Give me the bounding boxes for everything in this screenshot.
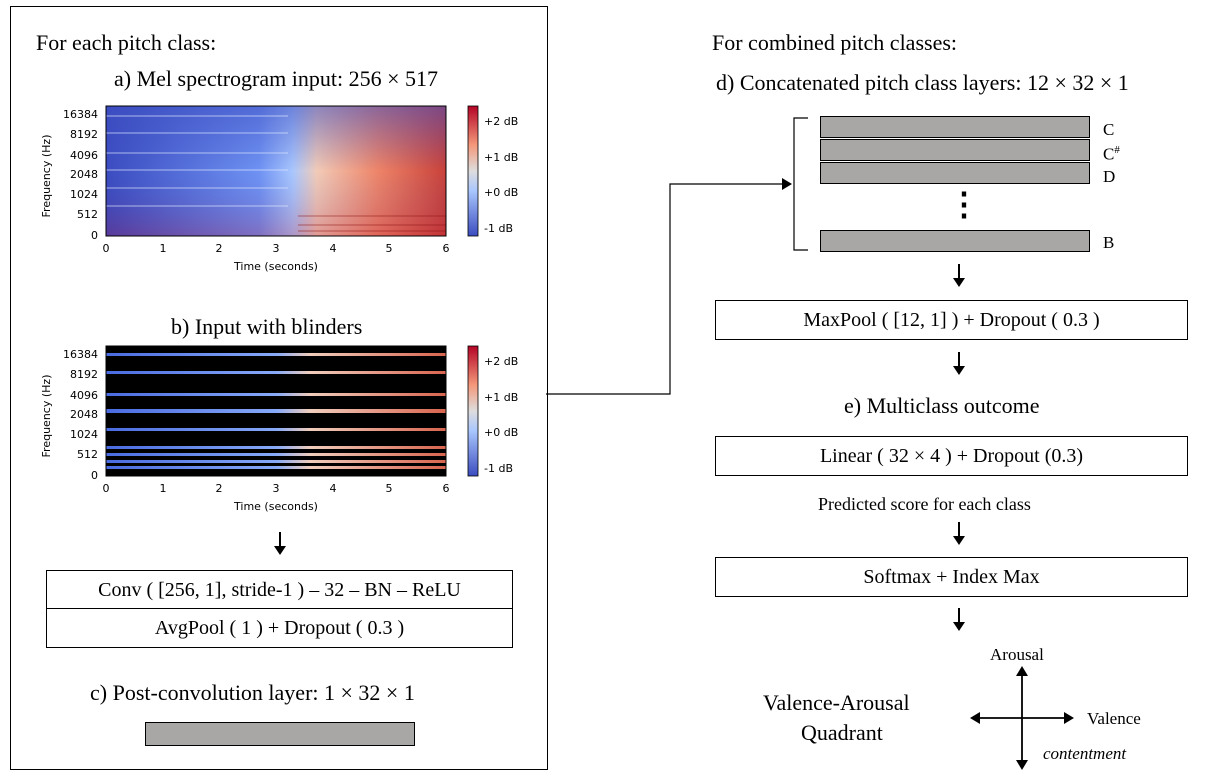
left-panel-frame bbox=[10, 6, 548, 770]
svg-text:Frequency (Hz): Frequency (Hz) bbox=[40, 375, 53, 458]
valence-arousal-axes bbox=[970, 666, 1074, 770]
svg-text:Time (seconds): Time (seconds) bbox=[233, 260, 318, 273]
layer-bracket bbox=[793, 117, 808, 251]
svg-text:Frequency (Hz): Frequency (Hz) bbox=[40, 135, 53, 218]
svg-text:3: 3 bbox=[273, 482, 280, 495]
quadrant-word-contentment: contentment bbox=[1043, 744, 1127, 763]
ellipsis-dots: ⋮ bbox=[948, 186, 980, 222]
svg-text:1024: 1024 bbox=[70, 188, 98, 201]
svg-text:+1 dB: +1 dB bbox=[484, 391, 518, 404]
x-tick-labels: 0 1 2 3 4 5 6 bbox=[103, 482, 450, 495]
svg-text:1024: 1024 bbox=[70, 428, 98, 441]
svg-text:-1 dB: -1 dB bbox=[484, 222, 513, 235]
y-tick-labels: 16384 8192 4096 2048 1024 512 0 bbox=[63, 348, 98, 482]
connector-arrow bbox=[546, 178, 792, 395]
pitch-label-d: D bbox=[1103, 167, 1116, 186]
axis-label-valence: Valence bbox=[1087, 709, 1141, 728]
mel-spectrogram-figure: 16384 8192 4096 2048 1024 512 0 Frequenc… bbox=[38, 98, 528, 288]
svg-text:+0 dB: +0 dB bbox=[484, 426, 518, 439]
predicted-score-label: Predicted score for each class bbox=[818, 494, 1031, 514]
arrow-down-icon bbox=[953, 352, 965, 375]
svg-text:0: 0 bbox=[103, 242, 110, 255]
svg-text:+2 dB: +2 dB bbox=[484, 115, 518, 128]
title-e: e) Multiclass outcome bbox=[844, 393, 1040, 418]
arrow-down-icon bbox=[274, 532, 286, 555]
arrow-down-icon bbox=[953, 264, 965, 287]
left-header: For each pitch class: bbox=[36, 30, 217, 55]
blinded-spectrogram-figure: 16384 8192 4096 2048 1024 512 0 Frequenc… bbox=[38, 338, 528, 528]
svg-text:2: 2 bbox=[216, 242, 223, 255]
svg-text:8192: 8192 bbox=[70, 368, 98, 381]
svg-text:4: 4 bbox=[330, 242, 337, 255]
svg-text:Time (seconds): Time (seconds) bbox=[233, 500, 318, 513]
svg-text:0: 0 bbox=[91, 469, 98, 482]
svg-text:8192: 8192 bbox=[70, 128, 98, 141]
title-d: d) Concatenated pitch class layers: 12 ×… bbox=[716, 70, 1129, 95]
post-conv-layer-bar bbox=[145, 722, 415, 746]
svg-text:2048: 2048 bbox=[70, 168, 98, 181]
pitch-label-b: B bbox=[1103, 233, 1115, 252]
right-header: For combined pitch classes: bbox=[712, 30, 958, 55]
quadrant-title-line1: Valence-Arousal bbox=[763, 690, 910, 715]
svg-text:2: 2 bbox=[216, 482, 223, 495]
title-b: b) Input with blinders bbox=[171, 314, 363, 339]
maxpool-block: MaxPool ( [12, 1] ) + Dropout ( 0.3 ) bbox=[715, 300, 1188, 340]
avgpool-block: AvgPool ( 1 ) + Dropout ( 0.3 ) bbox=[46, 608, 513, 648]
quadrant-title-line2: Quadrant bbox=[801, 720, 883, 745]
svg-text:512: 512 bbox=[77, 448, 98, 461]
pitch-layer-c bbox=[820, 116, 1090, 138]
pitch-layer-csharp bbox=[820, 139, 1090, 161]
svg-text:0: 0 bbox=[91, 229, 98, 242]
axis-label-arousal: Arousal bbox=[990, 645, 1044, 664]
title-a: a) Mel spectrogram input: 256 × 517 bbox=[114, 66, 439, 91]
svg-text:16384: 16384 bbox=[63, 108, 98, 121]
svg-text:4096: 4096 bbox=[70, 149, 98, 162]
svg-text:3: 3 bbox=[273, 242, 280, 255]
svg-text:6: 6 bbox=[443, 242, 450, 255]
arrow-down-icon bbox=[953, 608, 965, 631]
svg-text:0: 0 bbox=[103, 482, 110, 495]
svg-text:5: 5 bbox=[386, 482, 393, 495]
svg-text:1: 1 bbox=[160, 242, 167, 255]
linear-block: Linear ( 32 × 4 ) + Dropout (0.3) bbox=[715, 436, 1188, 476]
svg-text:+2 dB: +2 dB bbox=[484, 355, 518, 368]
svg-text:+1 dB: +1 dB bbox=[484, 151, 518, 164]
x-tick-labels: 0 1 2 3 4 5 6 bbox=[103, 242, 450, 255]
y-tick-labels: 16384 8192 4096 2048 1024 512 0 bbox=[63, 108, 98, 242]
svg-text:+0 dB: +0 dB bbox=[484, 186, 518, 199]
svg-text:-1 dB: -1 dB bbox=[484, 462, 513, 475]
softmax-block: Softmax + Index Max bbox=[715, 557, 1188, 597]
pitch-label-csharp: C# bbox=[1103, 144, 1120, 164]
svg-text:16384: 16384 bbox=[63, 348, 98, 361]
svg-text:4096: 4096 bbox=[70, 389, 98, 402]
svg-text:5: 5 bbox=[386, 242, 393, 255]
svg-text:1: 1 bbox=[160, 482, 167, 495]
pitch-label-c: C bbox=[1103, 120, 1115, 139]
conv-block: Conv ( [256, 1], stride-1 ) – 32 – BN – … bbox=[46, 570, 513, 610]
svg-text:2048: 2048 bbox=[70, 408, 98, 421]
svg-text:512: 512 bbox=[77, 208, 98, 221]
pitch-layer-b bbox=[820, 230, 1090, 252]
pitch-layer-d bbox=[820, 162, 1090, 184]
title-c: c) Post-convolution layer: 1 × 32 × 1 bbox=[90, 680, 415, 705]
svg-text:6: 6 bbox=[443, 482, 450, 495]
svg-text:4: 4 bbox=[330, 482, 337, 495]
arrow-down-icon bbox=[953, 522, 965, 545]
